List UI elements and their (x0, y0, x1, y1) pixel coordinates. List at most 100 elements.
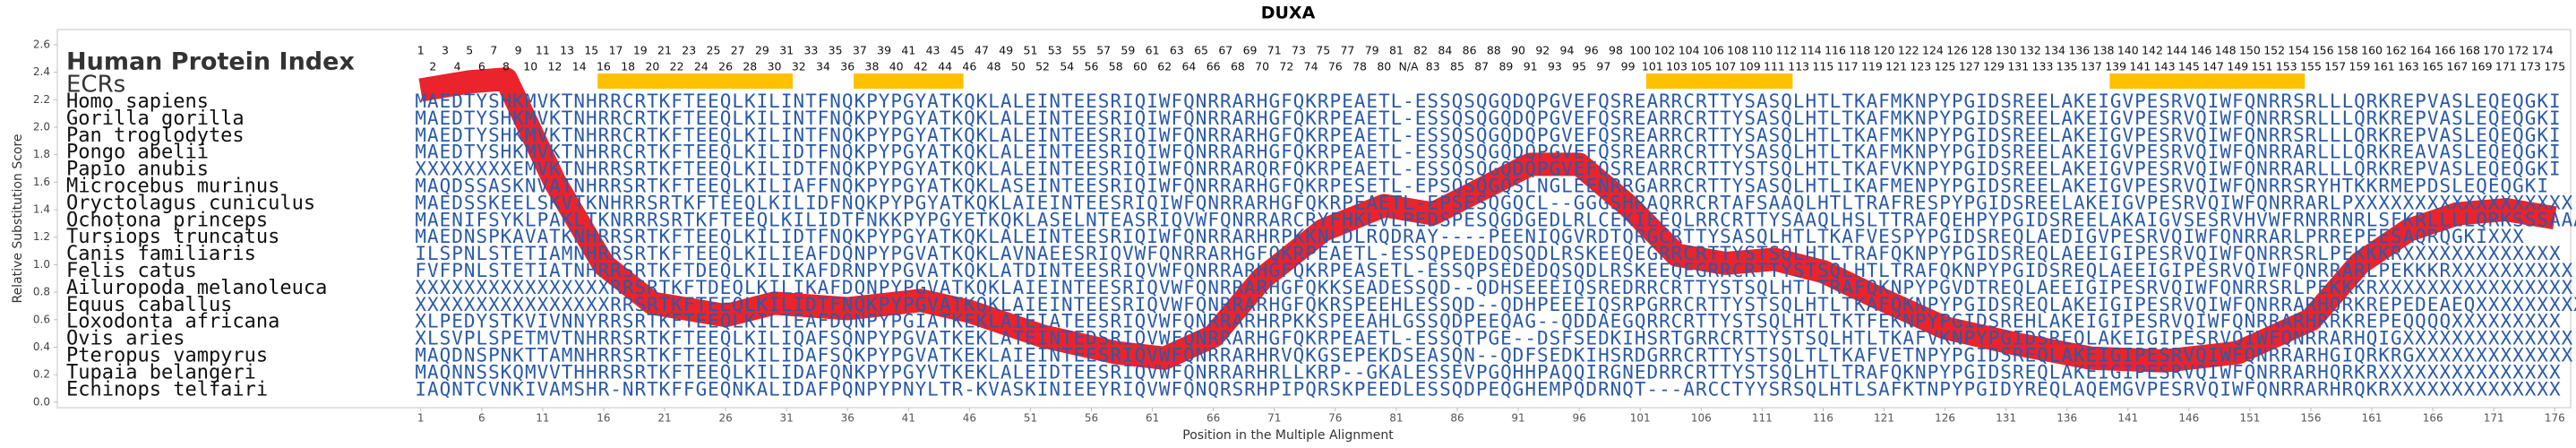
protein-index: 162 (2385, 44, 2407, 57)
sequence: FVFPNLSTETIATNHRRSRTKFTDEQLKILIKAFDRNPYP… (415, 260, 2572, 281)
y-tick-label: 1.8 (33, 148, 50, 160)
protein-index: 70 (1255, 60, 1269, 73)
protein-index: 83 (1426, 60, 1440, 73)
species-name: Felis catus (66, 260, 197, 282)
x-tick-label: 161 (2362, 412, 2383, 425)
species-name: Microcebus murinus (66, 176, 279, 198)
protein-index: 46 (962, 60, 976, 73)
x-tick-label: 156 (2301, 412, 2322, 425)
protein-index: 58 (1109, 60, 1123, 73)
protein-index: 54 (1060, 60, 1074, 73)
protein-index: 119 (1861, 60, 1883, 73)
sequence: XLSVPLSPETMVTNHRRSRTKFTEEQLKILIQAFSQNPYP… (415, 328, 2572, 349)
protein-index: 23 (682, 44, 696, 57)
x-tick-label: 61 (1146, 412, 1159, 425)
ecr-bar (1646, 73, 1793, 89)
protein-index: 59 (1121, 44, 1135, 57)
sequence: IAQNTCVNKIVAMSHR-NRTKFFGEQNKALIDAFPQNPYP… (415, 378, 2561, 400)
protein-index: 32 (792, 60, 806, 73)
protein-index: 81 (1389, 44, 1404, 57)
protein-index: 51 (1024, 44, 1038, 57)
protein-index: 38 (865, 60, 880, 73)
protein-index: 84 (1438, 44, 1452, 57)
x-tick-label: 51 (1024, 412, 1037, 425)
protein-index: 63 (1170, 44, 1184, 57)
protein-index: 13 (560, 44, 574, 57)
protein-index: 144 (2166, 44, 2187, 57)
protein-index: 128 (1971, 44, 1992, 57)
y-tick-label: 2.4 (33, 65, 50, 78)
x-tick-label: 96 (1572, 412, 1585, 425)
protein-index: N/A (1398, 60, 1419, 73)
protein-index: 2 (429, 60, 436, 73)
x-tick-label: 101 (1630, 412, 1651, 425)
x-tick-label: 136 (2057, 412, 2077, 425)
protein-index: 88 (1487, 44, 1501, 57)
protein-index: 118 (1849, 44, 1870, 57)
protein-index: 60 (1133, 60, 1147, 73)
protein-index: 76 (1328, 60, 1343, 73)
sequence: XXXXXXXXEMVKTNHRRSRTKFTEEQLKILIDTFNQKPYP… (415, 159, 2560, 180)
x-tick-label: 146 (2178, 412, 2199, 425)
protein-index: 30 (768, 60, 782, 73)
protein-index: 80 (1377, 60, 1391, 73)
protein-index: 140 (2117, 44, 2139, 57)
protein-index: 1 (417, 44, 425, 57)
protein-index: 152 (2263, 44, 2285, 57)
protein-index: 153 (2276, 60, 2297, 73)
protein-index: 169 (2471, 60, 2493, 73)
protein-index: 78 (1352, 60, 1367, 73)
species-name: Echinops telfairi (66, 378, 268, 401)
protein-index: 146 (2191, 44, 2212, 57)
protein-index: 27 (731, 44, 745, 57)
protein-index: 168 (2459, 44, 2480, 57)
protein-index: 164 (2410, 44, 2432, 57)
y-tick-label: 0.0 (33, 395, 50, 408)
protein-index: 154 (2288, 44, 2309, 57)
x-axis-title: Position in the Multiple Alignment (1182, 428, 1394, 443)
protein-index: 55 (1072, 44, 1086, 57)
species-name: Papio anubis (66, 159, 209, 181)
species-name: Gorilla gorilla (66, 108, 245, 130)
protein-index: 160 (2361, 44, 2383, 57)
protein-index: 50 (1011, 60, 1026, 73)
species-name: Equus caballus (66, 294, 232, 316)
protein-index: 96 (1584, 44, 1599, 57)
x-tick-label: 71 (1267, 412, 1281, 425)
y-tick-label: 2.2 (33, 93, 50, 106)
protein-index: 111 (1764, 60, 1785, 73)
x-tick-label: 81 (1389, 412, 1403, 425)
protein-index: 137 (2081, 60, 2102, 73)
protein-index: 47 (975, 44, 989, 57)
protein-index: 73 (1292, 44, 1306, 57)
protein-index: 33 (803, 44, 818, 57)
protein-index: 130 (1996, 44, 2017, 57)
protein-index: 149 (2227, 60, 2248, 73)
x-tick-label: 31 (780, 412, 794, 425)
protein-index: 94 (1560, 44, 1575, 57)
protein-index: 18 (621, 60, 635, 73)
protein-index: 145 (2178, 60, 2200, 73)
protein-index: 65 (1194, 44, 1208, 57)
protein-index: 174 (2532, 44, 2554, 57)
sequence: MAQNNSSKQMVVTHHRRSRTKFTEEQLKILIDAFQNKPYP… (415, 361, 2561, 383)
protein-index: 113 (1788, 60, 1809, 73)
protein-index: 129 (1983, 60, 2005, 73)
species-name: Loxodonta africana (66, 311, 279, 333)
protein-index: 67 (1218, 44, 1232, 57)
sequence: XLPEDYSTKVIVNNYRRSRTKFTEEQLKILIEAFDQNPYP… (415, 311, 2561, 332)
protein-index: 26 (718, 60, 733, 73)
protein-index: 102 (1653, 44, 1675, 57)
protein-index: 31 (779, 44, 794, 57)
protein-index: 156 (2313, 44, 2334, 57)
protein-index: 123 (1910, 60, 1931, 73)
protein-index: 74 (1304, 60, 1318, 73)
protein-index: 86 (1463, 44, 1477, 57)
sequence: MAQDNSPNKTTAMNHRRSRTKFTEEQLKILIDAFSQKPYP… (415, 345, 2572, 366)
protein-index: 61 (1146, 44, 1160, 57)
protein-index: 22 (670, 60, 684, 73)
protein-index: 45 (950, 44, 965, 57)
protein-index: 97 (1596, 60, 1610, 73)
y-axis-title: Relative Substitution Score (11, 134, 25, 303)
